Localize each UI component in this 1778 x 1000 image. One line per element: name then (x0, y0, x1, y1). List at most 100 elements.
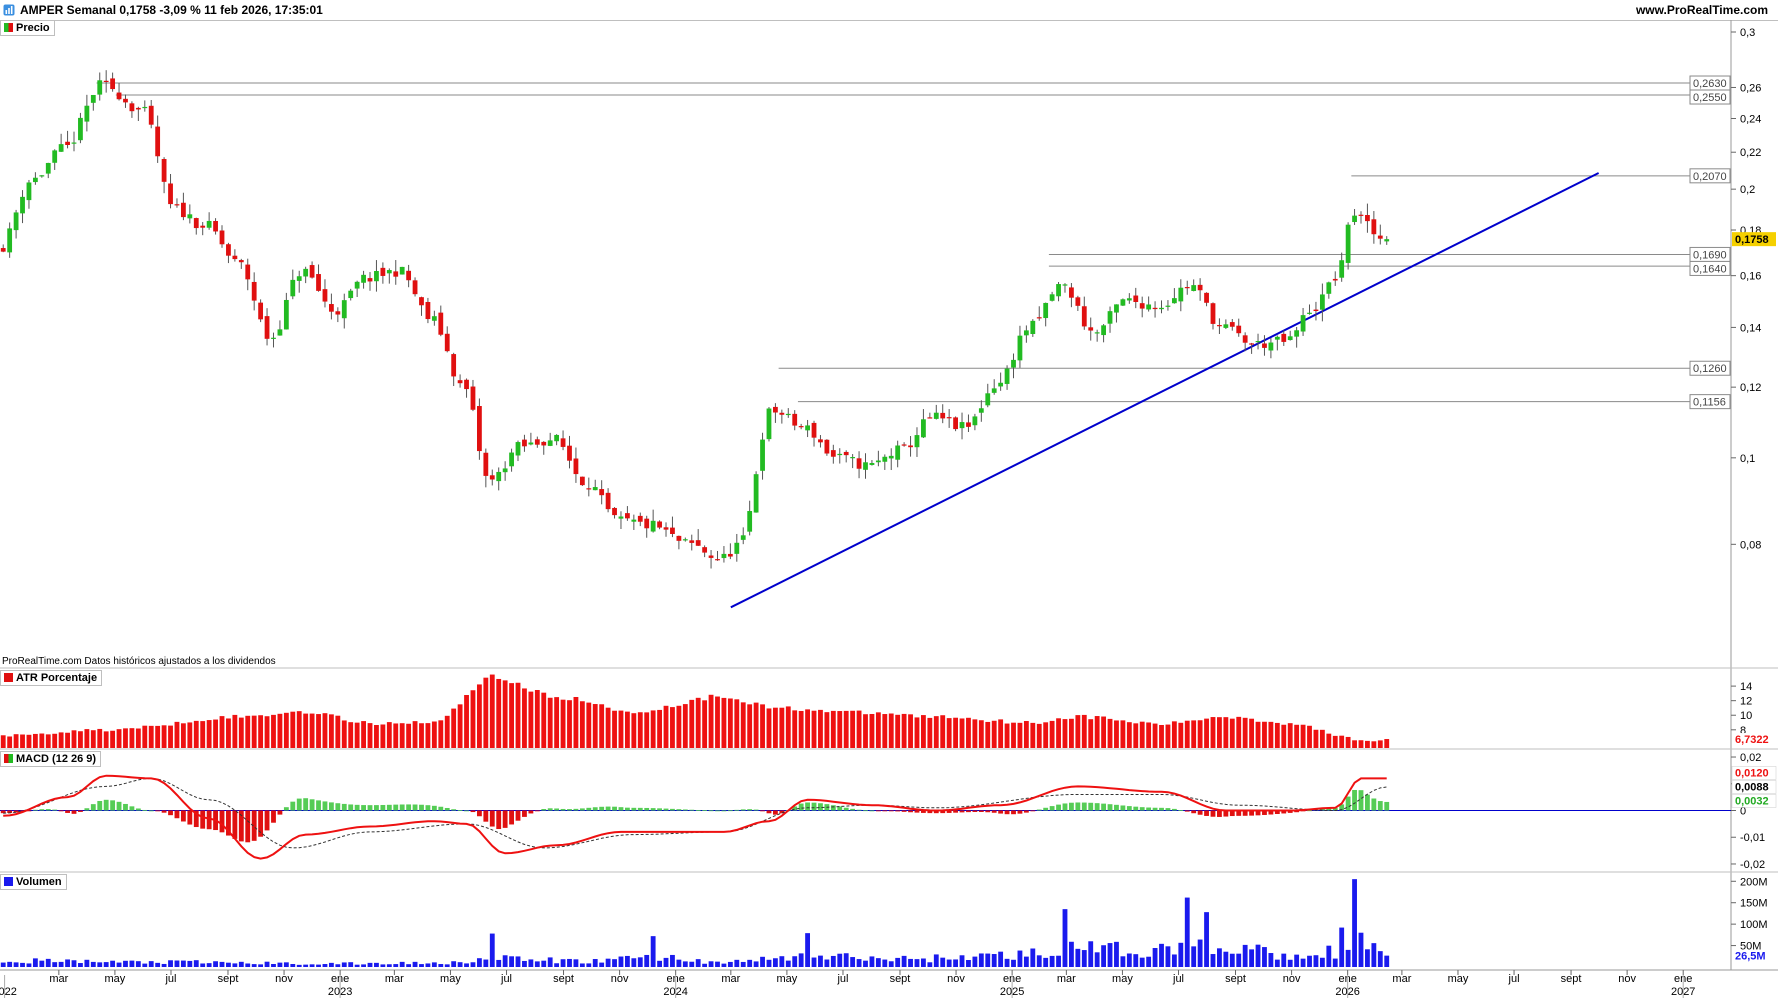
atr-bar (1030, 722, 1036, 748)
atr-bar (187, 722, 193, 748)
price-candle (773, 406, 778, 413)
price-candle (715, 559, 720, 561)
volume-bar (309, 964, 315, 967)
site-link[interactable]: www.ProRealTime.com (1635, 3, 1768, 17)
price-candle (180, 202, 186, 218)
x-month-label: sept (1561, 973, 1582, 985)
atr-bar (573, 696, 579, 748)
macd-histogram-bar (901, 810, 907, 812)
macd-histogram-bar (1133, 806, 1139, 811)
volume-bar (612, 959, 617, 967)
atr-bar (1165, 724, 1171, 748)
volume-bar (1191, 946, 1197, 967)
macd-histogram-bar (219, 810, 225, 833)
price-candle (985, 393, 991, 406)
price-candle (277, 329, 283, 336)
atr-bar (174, 721, 180, 748)
macd-histogram-bar (123, 803, 128, 811)
atr-bar (277, 713, 283, 748)
macd-histogram-bar (142, 809, 148, 811)
price-candle (644, 518, 650, 529)
atr-bar (1339, 735, 1345, 748)
macd-histogram-bar (251, 810, 257, 841)
macd-line (3, 774, 1387, 860)
macd-histogram-bar (837, 806, 843, 811)
price-candle (103, 80, 109, 83)
volume-bar (1088, 941, 1094, 967)
horizontal-level-label: 0,1640 (1693, 263, 1727, 275)
macd-histogram-bar (1036, 809, 1042, 811)
macd-histogram-bar (296, 798, 302, 811)
macd-histogram-bar (766, 810, 772, 814)
atr-bar (682, 704, 688, 748)
atr-bar (1210, 717, 1216, 748)
atr-bar (875, 712, 881, 748)
volume-bar (1139, 957, 1145, 967)
price-y-tick-label: 0,22 (1740, 147, 1761, 159)
atr-bar (1178, 722, 1184, 748)
macd-histogram-bar (52, 809, 58, 811)
macd-histogram-bar (7, 810, 13, 813)
volume-bar (695, 959, 701, 967)
horizontal-level-label: 0,2630 (1693, 78, 1727, 90)
macd-histogram-bar (1274, 810, 1280, 815)
atr-bar (245, 715, 251, 748)
atr-bar (271, 714, 276, 748)
price-candle (1133, 295, 1139, 302)
atr-bar (715, 696, 720, 748)
volume-bar (283, 962, 289, 967)
volume-bar (26, 963, 32, 967)
price-candle (502, 468, 508, 473)
atr-bar (592, 704, 598, 748)
atr-bar (0, 735, 6, 748)
price-candle (618, 516, 624, 519)
macd-histogram-bar (1178, 810, 1184, 811)
volume-bar (71, 960, 77, 967)
atr-bar (328, 714, 334, 748)
price-panel-label: Precio (16, 22, 50, 34)
atr-bar (444, 715, 450, 748)
macd-histogram-bar (316, 800, 321, 811)
macd-histogram-bar (779, 810, 785, 814)
price-candle (20, 196, 25, 214)
volume-bar (779, 956, 785, 967)
macd-histogram-bar (1255, 810, 1261, 816)
volume-bar (920, 958, 926, 967)
macd-histogram-bar (1223, 810, 1229, 817)
atr-bar (978, 720, 984, 748)
price-candle (309, 265, 315, 278)
price-candle (354, 281, 360, 289)
volume-bar (39, 960, 45, 967)
price-candle (1069, 287, 1074, 298)
volume-bar (785, 960, 791, 967)
macd-last-badge (1731, 780, 1777, 794)
macd-histogram-bar (1011, 810, 1016, 815)
macd-histogram-bar (103, 799, 109, 811)
volume-bar (753, 961, 759, 967)
macd-histogram-bar (39, 809, 45, 811)
volume-bar (380, 964, 386, 967)
volume-bar (277, 962, 283, 967)
price-candle (1268, 342, 1274, 351)
macd-histogram-bar (226, 810, 231, 836)
volume-y-tick-label: 200M (1740, 876, 1768, 888)
price-candle (650, 520, 656, 532)
atr-bar (26, 734, 32, 748)
atr-bar (1011, 722, 1016, 748)
macd-histogram-bar (721, 810, 727, 812)
atr-bar (7, 736, 13, 748)
atr-bar (1043, 722, 1049, 748)
macd-histogram-bar (1120, 805, 1126, 811)
price-candle (747, 511, 753, 532)
price-candle (946, 417, 952, 419)
volume-bar (991, 954, 997, 967)
atr-bar (599, 704, 605, 748)
atr-bar (618, 710, 624, 748)
price-candle (489, 475, 495, 480)
macd-histogram-bar (354, 804, 360, 811)
price-candle (444, 333, 450, 352)
volume-bar (464, 963, 469, 967)
price-candle (1171, 298, 1177, 304)
volume-bar (631, 958, 637, 967)
